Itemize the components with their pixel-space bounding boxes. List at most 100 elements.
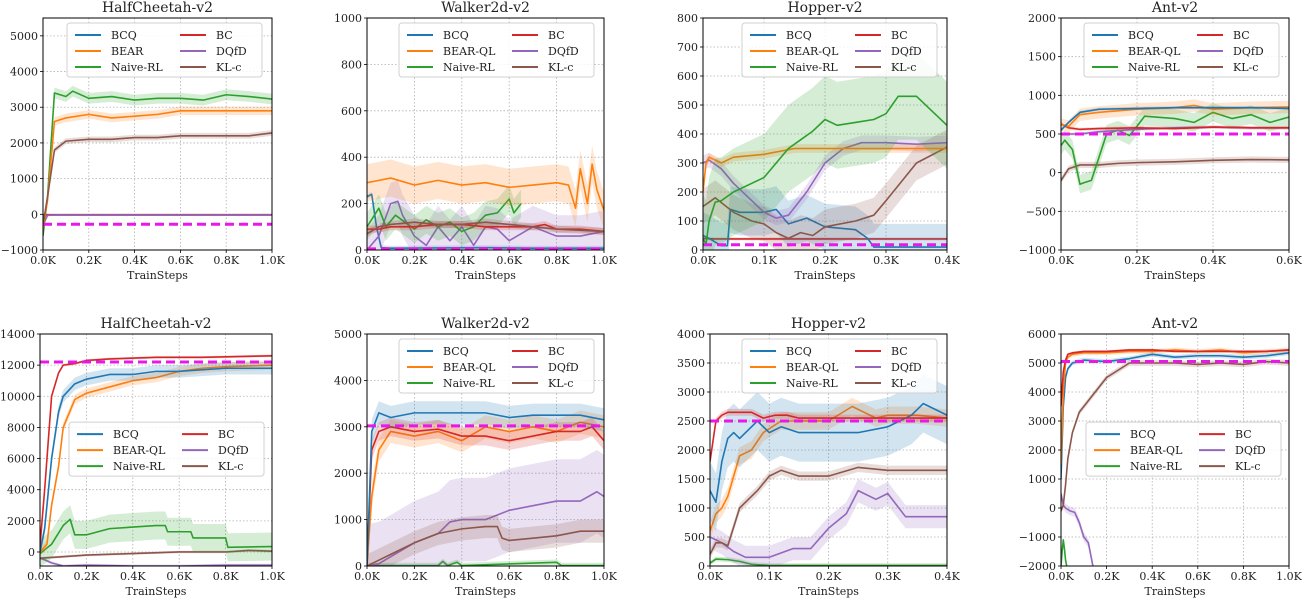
legend-item: DQfD <box>182 444 249 457</box>
x-axis-label: TrainSteps <box>127 269 188 282</box>
legend-item: BC <box>855 29 908 42</box>
legend-label: BEAR-QL <box>1128 45 1181 58</box>
legend-label: BCQ <box>786 29 812 42</box>
y-tick-label: 2000 <box>334 467 362 480</box>
legend-item: KL-c <box>180 61 241 74</box>
x-axis-label: TrainSteps <box>455 269 516 282</box>
series-line-naive-rl <box>703 95 947 245</box>
band-naive-rl <box>367 558 604 566</box>
chart-panel-6: Hopper-v2 0.0K 0.1K 0.2K 0.3K 0.4K 0 500 1000 150… <box>677 316 961 598</box>
legend-item: Naive-RL <box>750 377 838 390</box>
legend-item: BEAR <box>75 45 144 58</box>
y-tick-label: 800 <box>677 12 698 25</box>
y-tick-label: 1500 <box>677 473 705 486</box>
band-bcq <box>710 374 947 532</box>
legend-box <box>398 338 595 394</box>
legend-label: DQfD <box>218 444 249 457</box>
legend-item: Naive-RL <box>1092 61 1180 74</box>
x-tick-label: 0.1K <box>756 570 782 583</box>
band-bear <box>43 106 272 233</box>
x-tick-label: 0.8K <box>213 254 239 267</box>
axes-frame <box>702 17 948 251</box>
y-tick-label: 2500 <box>677 415 705 428</box>
y-tick-label: 200 <box>677 186 698 199</box>
y-tick-label: 3000 <box>10 101 38 114</box>
x-tick-label: 0.4K <box>934 254 960 267</box>
y-tick-label: 0 <box>31 208 38 221</box>
legend-item: BC <box>855 345 908 358</box>
x-tick-label: 0.0K <box>354 254 380 267</box>
y-tick-label: 300 <box>677 157 698 170</box>
legend-box <box>1085 421 1282 477</box>
legend-label: KL-c <box>891 377 916 390</box>
plot-area <box>710 374 947 566</box>
y-tick-label: 2000 <box>677 444 705 457</box>
plot-area <box>1061 99 1289 194</box>
x-tick-label: 1.0K <box>1276 570 1302 583</box>
x-tick-label: 0.6K <box>168 254 194 267</box>
x-tick-label: 0.2K <box>816 570 842 583</box>
legend-label: BC <box>216 29 233 42</box>
band-naive-rl <box>710 556 947 566</box>
legend-label: DQfD <box>1235 444 1266 457</box>
x-tick-label: 0.3K <box>873 254 899 267</box>
legend: BCQ BEAR-QL Naive-RL BC DQfD KL-c <box>398 338 595 394</box>
legend-label: BEAR-QL <box>113 444 166 457</box>
band-bear-ql <box>367 145 604 230</box>
y-tick-label: 0 <box>1049 167 1056 180</box>
x-axis-label: TrainSteps <box>455 585 516 598</box>
legend-label: Naive-RL <box>111 61 163 74</box>
legend-item: KL-c <box>182 460 243 473</box>
chart-panel-2: Hopper-v2 0.0K 0.1K 0.2K 0.3K 0.4K 0 100 200 300 4… <box>677 0 961 282</box>
series-line-bear-ql <box>703 147 947 193</box>
series-line-bear-ql <box>40 364 272 553</box>
legend: BCQ BEAR-QL Naive-RL BC DQfD KL-c <box>741 22 938 78</box>
x-tick-label: 0.8K <box>213 570 239 583</box>
y-tick-label: 600 <box>341 105 362 118</box>
y-tick-label: 2000 <box>10 137 38 150</box>
axes-frame <box>39 333 273 567</box>
y-tick-label: 1000 <box>677 502 705 515</box>
x-tick-label: 0.6K <box>1185 570 1211 583</box>
series-line-bc <box>710 411 947 462</box>
x-tick-label: 1.0K <box>259 254 285 267</box>
plot-area <box>40 354 272 566</box>
legend-label: BC <box>548 345 565 358</box>
series-line-dqfd <box>710 489 947 559</box>
x-tick-label: 0.6K <box>1276 254 1302 267</box>
y-tick-label: 4000 <box>334 374 362 387</box>
y-tick-label: 8000 <box>7 421 35 434</box>
x-tick-label: 0.0K <box>354 570 380 583</box>
series-line-naive-rl <box>710 558 947 566</box>
legend-label: Naive-RL <box>786 377 838 390</box>
chart-title: Ant-v2 <box>1151 0 1198 16</box>
series-line-kl-c <box>1061 360 1289 512</box>
band-naive-rl <box>703 52 947 250</box>
chart-title: HalfCheetah-v2 <box>102 0 213 16</box>
series-line-dqfd <box>703 141 947 219</box>
legend-box <box>66 22 263 78</box>
legend-item: BCQ <box>750 345 812 358</box>
legend-label: BCQ <box>1130 428 1156 441</box>
axes-frame <box>709 333 948 567</box>
legend-item: KL-c <box>855 61 916 74</box>
legend-label: BCQ <box>786 345 812 358</box>
y-tick-label: 700 <box>677 41 698 54</box>
legend: BCQ BEAR-QL Naive-RL BC DQfD KL-c <box>68 421 265 477</box>
y-tick-label: 0 <box>355 244 362 257</box>
y-tick-label: 500 <box>1035 128 1056 141</box>
legend-label: DQfD <box>548 361 579 374</box>
legend-item: DQfD <box>180 45 247 58</box>
legend-label: BCQ <box>1128 29 1154 42</box>
y-tick-label: 5000 <box>334 328 362 341</box>
y-tick-label: 0 <box>28 546 35 559</box>
plot-area <box>367 401 604 566</box>
y-tick-label: 6000 <box>7 453 35 466</box>
band-naive-rl <box>367 185 522 246</box>
chart-panel-1: Walker2d-v2 0.0K 0.2K 0.4K 0.6K 0.8K 1.0K 0 200 4… <box>334 0 618 282</box>
plot-area <box>43 85 272 242</box>
legend-label: DQfD <box>216 45 247 58</box>
legend-item: KL-c <box>512 61 573 74</box>
legend-label: KL-c <box>548 377 573 390</box>
